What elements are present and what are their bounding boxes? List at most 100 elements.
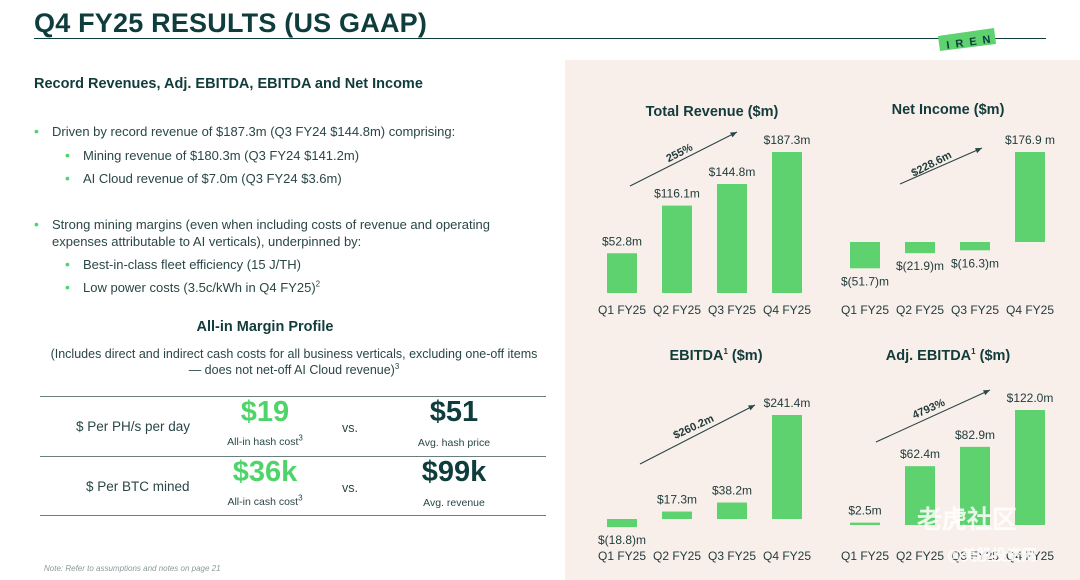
title-divider <box>34 38 1046 39</box>
chart-title-text: EBITDA <box>669 348 724 364</box>
hash-price-value: $51 <box>429 396 479 428</box>
chart-title-unit: ($m) <box>728 348 763 364</box>
category-label: Q2 FY25 <box>896 303 944 317</box>
iren-logo: IREN <box>938 28 997 52</box>
section-heading: Record Revenues, Adj. EBITDA, EBITDA and… <box>34 76 423 92</box>
cash-cost-caption: All-in cash cost3 <box>195 493 335 508</box>
data-label: $144.8m <box>709 165 756 179</box>
data-label: $(21.9)m <box>896 259 944 273</box>
caption-text: All-in hash cost <box>227 436 299 448</box>
category-label: Q3 FY25 <box>951 303 999 317</box>
growth-annotation: $228.6m <box>910 149 954 180</box>
category-label: Q1 FY25 <box>598 303 646 317</box>
category-label: Q3 FY25 <box>708 303 756 317</box>
chart-bar <box>1015 410 1045 525</box>
row-label: $ Per PH/s per day <box>76 419 191 434</box>
table-rule-top <box>40 396 546 397</box>
bullet-text: Driven by record revenue of $187.3m (Q3 … <box>52 124 456 139</box>
data-label: $176.9 m <box>1005 133 1055 147</box>
data-label: $(16.3)m <box>951 256 999 270</box>
footnote: Note: Refer to assumptions and notes on … <box>44 564 221 573</box>
category-label: Q4 FY25 <box>1006 549 1054 563</box>
chart-title: Net Income ($m) <box>892 102 1005 118</box>
category-label: Q2 FY25 <box>896 549 944 563</box>
growth-annotation: 255% <box>664 141 695 165</box>
data-label: $187.3m <box>764 133 811 147</box>
growth-arrow-head <box>975 148 982 154</box>
bullet-revenue: • Driven by record revenue of $187.3m (Q3… <box>34 123 456 140</box>
growth-arrow-head <box>983 390 990 396</box>
growth-arrow-line <box>639 404 756 465</box>
bullet-fleet-efficiency: • Best-in-class fleet efficiency (15 J/TH… <box>65 256 301 273</box>
chart-bar <box>717 502 747 519</box>
chart-bar <box>850 522 880 525</box>
category-label: Q3 FY25 <box>951 549 999 563</box>
growth-arrow-head <box>730 132 737 138</box>
growth-arrow-line <box>899 147 983 185</box>
watermark-text: 老虎社区 <box>917 506 1018 534</box>
category-label: Q4 FY25 <box>1006 303 1054 317</box>
category-label: Q1 FY25 <box>841 549 889 563</box>
caption-text: All-in cash cost <box>227 496 299 508</box>
footnote-marker: 3 <box>298 493 303 503</box>
hash-price-caption: Avg. hash price <box>417 437 491 449</box>
chart-bar <box>607 253 637 293</box>
bullet-ai-cloud-revenue: • AI Cloud revenue of $7.0m (Q3 FY24 $3.6… <box>65 170 342 187</box>
charts-svg: Total Revenue ($m) $52.8m Q1 FY25 $116.1m Q2… <box>598 102 1055 563</box>
chart-bar <box>1015 152 1045 242</box>
chart-bar <box>662 205 692 293</box>
chart-bar <box>850 242 880 269</box>
data-label: $52.8m <box>602 234 642 248</box>
bullet-text: Strong mining margins (even when includi… <box>52 217 490 249</box>
chart-bar <box>662 511 692 519</box>
category-label: Q4 FY25 <box>763 549 811 563</box>
chart-title-text: Net Income ($m) <box>892 102 1005 118</box>
growth-annotation: $260.2m <box>672 413 717 442</box>
category-label: Q1 FY25 <box>598 549 646 563</box>
footnote-marker: 2 <box>315 279 321 289</box>
bullet-dot: • <box>34 216 39 232</box>
results-commentary: Record Revenues, Adj. EBITDA, EBITDA and… <box>0 60 565 580</box>
table-rule-bottom <box>40 515 546 516</box>
vs-label: vs. <box>342 421 358 435</box>
category-label: Q3 FY25 <box>708 549 756 563</box>
margin-profile-subtitle-text: (Includes direct and indirect cash costs… <box>50 347 538 377</box>
footnote-marker: 3 <box>394 361 400 371</box>
bullet-text: Best-in-class fleet efficiency (15 J/TH) <box>83 257 301 272</box>
bullet-dot: • <box>65 256 70 272</box>
margin-profile-subtitle: (Includes direct and indirect cash costs… <box>44 346 544 378</box>
bullet-mining-revenue: • Mining revenue of $180.3m (Q3 FY24 $141… <box>65 147 360 164</box>
growth-arrow-line <box>875 389 991 443</box>
chart-bar <box>905 466 935 525</box>
bullet-dot: • <box>65 147 70 163</box>
chart-title-text: Total Revenue ($m) <box>646 104 779 120</box>
bullet-dot: • <box>65 170 70 186</box>
chart-bar <box>607 519 637 528</box>
bullet-dot: • <box>65 279 70 295</box>
footnote-marker: 3 <box>298 433 303 443</box>
cash-cost-value: $36k <box>232 456 298 488</box>
growth-arrow-head <box>748 405 755 411</box>
chart-title: Total Revenue ($m) <box>646 104 779 120</box>
data-label: $241.4m <box>764 396 811 410</box>
hash-cost-value: $19 <box>240 396 290 428</box>
growth-arrow-line <box>629 131 738 187</box>
bullet-mining-margins: • Strong mining margins (even when includ… <box>34 216 522 250</box>
vs-label: vs. <box>342 481 358 495</box>
chart-title-unit: ($m) <box>976 348 1011 364</box>
data-label: $2.5m <box>848 504 881 518</box>
page-title: Q4 FY25 RESULTS (US GAAP) <box>34 8 428 38</box>
data-label: $116.1m <box>654 187 700 201</box>
row-label: $ Per BTC mined <box>86 479 190 494</box>
category-label: Q2 FY25 <box>653 549 701 563</box>
data-label: $122.0m <box>1007 391 1054 405</box>
table-rule-middle <box>40 456 546 457</box>
data-label: $82.9m <box>955 428 995 442</box>
category-label: Q2 FY25 <box>653 303 701 317</box>
data-label: $(51.7)m <box>841 274 889 288</box>
bullet-dot: • <box>34 123 39 139</box>
data-label: $17.3m <box>657 493 697 507</box>
bullet-text: Low power costs (3.5c/kWh in Q4 FY25) <box>83 280 316 295</box>
chart-bar <box>960 242 990 251</box>
bullet-text: Mining revenue of $180.3m (Q3 FY24 $141.… <box>83 148 360 163</box>
